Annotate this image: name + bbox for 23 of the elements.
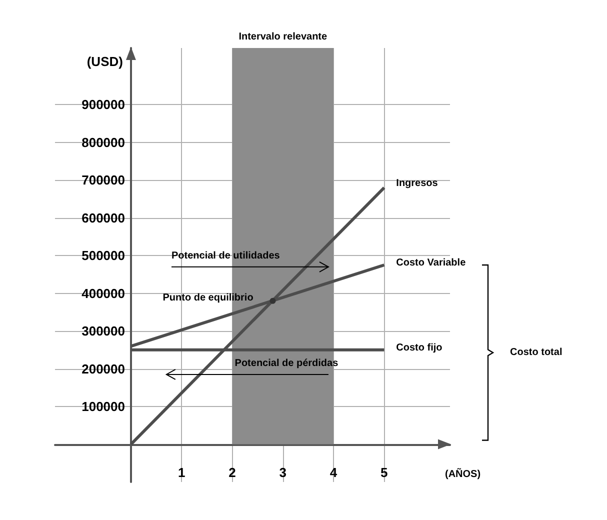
series-label: Costo fijo xyxy=(396,342,442,354)
series-label: Ingresos xyxy=(396,178,438,190)
y-tick-label: 600000 xyxy=(82,210,125,226)
x-tick-label: 4 xyxy=(330,465,338,480)
y-tick-label: 400000 xyxy=(82,286,125,301)
y-tick-label: 800000 xyxy=(82,134,125,150)
x-tick-label: 2 xyxy=(228,465,236,480)
y-tick-label: 300000 xyxy=(82,324,125,339)
y-tick-label: 700000 xyxy=(82,172,125,188)
band-label: Intervalo relevante xyxy=(238,32,328,42)
x-axis-title: (AÑOS) xyxy=(445,468,481,480)
annotation: Punto de equilibrio xyxy=(162,292,254,304)
y-axis-title: (USD) xyxy=(86,54,123,69)
x-tick-label: 3 xyxy=(279,465,286,480)
y-tick-label: 100000 xyxy=(82,399,125,414)
annotation: Potencial de utilidades xyxy=(171,250,280,262)
y-tick-label: 500000 xyxy=(82,248,125,264)
y-tick-label: 200000 xyxy=(82,361,125,376)
text: Costo total xyxy=(510,347,562,358)
x-tick-label: 1 xyxy=(178,465,186,480)
y-tick-label: 900000 xyxy=(82,97,125,112)
x-tick-label: 5 xyxy=(380,465,388,480)
series-label: Costo Variable xyxy=(396,258,466,268)
